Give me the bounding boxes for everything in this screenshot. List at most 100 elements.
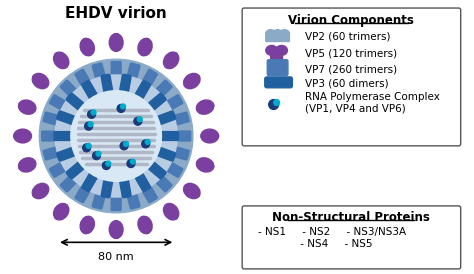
Ellipse shape — [266, 30, 275, 38]
FancyBboxPatch shape — [173, 112, 189, 125]
FancyBboxPatch shape — [265, 77, 292, 88]
Ellipse shape — [55, 53, 62, 60]
FancyBboxPatch shape — [43, 147, 59, 160]
Circle shape — [117, 104, 125, 112]
Text: EHDV virion: EHDV virion — [65, 6, 167, 21]
Ellipse shape — [206, 163, 214, 170]
FancyBboxPatch shape — [148, 93, 166, 110]
Ellipse shape — [14, 133, 22, 139]
FancyBboxPatch shape — [66, 93, 84, 110]
FancyBboxPatch shape — [266, 33, 290, 42]
Ellipse shape — [54, 52, 69, 68]
Ellipse shape — [138, 38, 152, 56]
Ellipse shape — [273, 30, 283, 38]
Text: VP2 (60 trimers): VP2 (60 trimers) — [305, 32, 391, 42]
Circle shape — [120, 142, 128, 150]
FancyBboxPatch shape — [60, 80, 76, 96]
FancyBboxPatch shape — [158, 148, 176, 161]
Ellipse shape — [183, 73, 200, 89]
FancyBboxPatch shape — [75, 186, 90, 203]
FancyBboxPatch shape — [156, 80, 172, 96]
Ellipse shape — [82, 39, 89, 46]
Circle shape — [137, 117, 142, 122]
Ellipse shape — [113, 34, 119, 42]
Ellipse shape — [164, 52, 179, 68]
Text: VP5 (120 trimers): VP5 (120 trimers) — [305, 48, 397, 58]
FancyBboxPatch shape — [66, 162, 84, 179]
FancyBboxPatch shape — [49, 95, 66, 110]
Ellipse shape — [170, 53, 178, 60]
Circle shape — [85, 122, 92, 130]
Circle shape — [145, 139, 150, 144]
Ellipse shape — [266, 45, 278, 55]
FancyBboxPatch shape — [60, 176, 76, 192]
FancyBboxPatch shape — [242, 206, 461, 269]
Text: - NS4     - NS5: - NS4 - NS5 — [258, 239, 373, 249]
Ellipse shape — [210, 133, 219, 139]
Circle shape — [269, 99, 279, 109]
Ellipse shape — [143, 226, 150, 233]
Circle shape — [96, 151, 101, 156]
Ellipse shape — [192, 190, 200, 198]
FancyBboxPatch shape — [43, 112, 59, 125]
Ellipse shape — [82, 226, 89, 233]
FancyBboxPatch shape — [136, 173, 151, 192]
Ellipse shape — [18, 102, 27, 109]
FancyBboxPatch shape — [82, 81, 97, 98]
Circle shape — [106, 161, 111, 166]
Ellipse shape — [183, 183, 200, 199]
FancyBboxPatch shape — [242, 8, 461, 146]
FancyBboxPatch shape — [111, 62, 121, 75]
FancyBboxPatch shape — [128, 63, 140, 78]
FancyBboxPatch shape — [54, 132, 71, 141]
Text: 80 nm: 80 nm — [98, 252, 134, 262]
Ellipse shape — [18, 163, 27, 170]
Ellipse shape — [32, 73, 49, 89]
FancyBboxPatch shape — [101, 180, 112, 198]
Ellipse shape — [109, 221, 123, 238]
Ellipse shape — [138, 216, 152, 234]
FancyBboxPatch shape — [166, 162, 183, 177]
Circle shape — [91, 110, 96, 115]
Ellipse shape — [143, 39, 150, 46]
FancyBboxPatch shape — [156, 176, 172, 192]
FancyBboxPatch shape — [82, 173, 97, 192]
Circle shape — [88, 122, 93, 127]
FancyBboxPatch shape — [166, 95, 183, 110]
Ellipse shape — [33, 190, 40, 198]
Ellipse shape — [39, 59, 193, 213]
Circle shape — [92, 152, 100, 160]
Ellipse shape — [196, 158, 214, 172]
Ellipse shape — [113, 230, 119, 238]
FancyBboxPatch shape — [267, 60, 288, 75]
Circle shape — [124, 141, 128, 146]
Ellipse shape — [55, 75, 177, 197]
FancyBboxPatch shape — [128, 193, 140, 209]
Circle shape — [273, 99, 280, 105]
Ellipse shape — [201, 129, 219, 143]
Circle shape — [142, 140, 150, 148]
FancyBboxPatch shape — [101, 74, 112, 92]
Text: Non-Structural Proteins: Non-Structural Proteins — [273, 211, 430, 224]
Circle shape — [120, 104, 126, 109]
Text: VP7 (260 trimers): VP7 (260 trimers) — [305, 64, 397, 74]
Ellipse shape — [71, 91, 162, 181]
FancyBboxPatch shape — [57, 148, 75, 161]
Ellipse shape — [18, 158, 36, 172]
FancyBboxPatch shape — [120, 74, 131, 92]
FancyBboxPatch shape — [148, 162, 166, 179]
Ellipse shape — [33, 75, 40, 82]
Ellipse shape — [280, 30, 290, 38]
FancyBboxPatch shape — [49, 162, 66, 177]
FancyBboxPatch shape — [120, 180, 131, 198]
FancyBboxPatch shape — [158, 111, 176, 124]
FancyBboxPatch shape — [143, 186, 157, 203]
Ellipse shape — [275, 45, 287, 55]
FancyBboxPatch shape — [92, 193, 105, 209]
Text: RNA Polymerase Complex
(VP1, VP4 and VP6): RNA Polymerase Complex (VP1, VP4 and VP6… — [305, 92, 440, 113]
Circle shape — [130, 159, 136, 164]
FancyBboxPatch shape — [136, 81, 151, 98]
Ellipse shape — [164, 203, 179, 220]
Ellipse shape — [14, 129, 31, 143]
Ellipse shape — [32, 183, 49, 199]
